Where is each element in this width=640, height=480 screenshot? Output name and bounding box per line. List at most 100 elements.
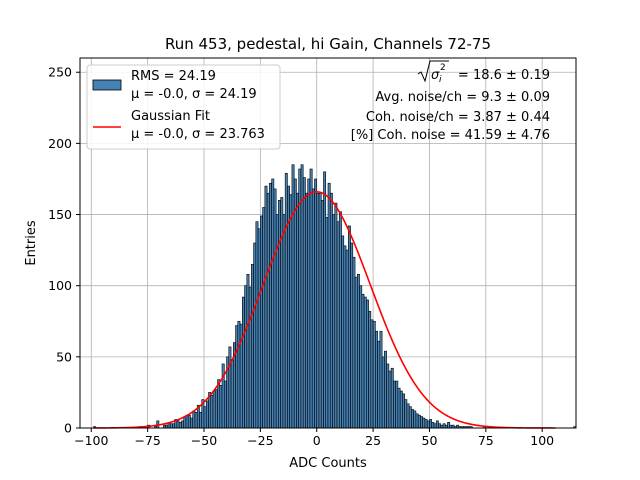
x-tick-label: −50 [191, 433, 217, 448]
sqrt-sigma-value: = 18.6 ± 0.19 [458, 68, 550, 83]
legend-box [86, 64, 281, 150]
sigma-superscript: 2 [440, 63, 446, 73]
histogram-bar [190, 417, 194, 429]
histogram-bar [424, 419, 428, 429]
histogram-bar [390, 367, 394, 429]
y-axis-label: Entries [24, 220, 39, 266]
x-tick-label: 0 [313, 433, 321, 448]
y-tick-label: 100 [48, 278, 72, 293]
chart-title: Run 453, pedestal, hi Gain, Channels 72-… [165, 35, 491, 53]
histogram-bar [388, 370, 392, 429]
histogram-bar [426, 420, 430, 429]
histogram-bar [379, 330, 383, 429]
x-tick-label: −25 [247, 433, 273, 448]
x-tick-label: 100 [530, 433, 554, 448]
histogram-bar [352, 256, 356, 429]
histogram-bar [187, 414, 191, 429]
x-tick-label: 50 [422, 433, 438, 448]
histogram-bar [205, 400, 209, 429]
x-tick-label: 25 [365, 433, 381, 448]
histogram-bar [257, 228, 261, 429]
y-tick-label: 150 [48, 207, 72, 222]
plot-frame [79, 57, 577, 429]
histogram-bar [262, 207, 266, 429]
histogram-bar [273, 188, 277, 429]
histogram-bar [169, 423, 173, 429]
histogram-bar [194, 412, 198, 429]
legend: RMS = 24.19 μ = -0.0, σ = 24.19 Gaussian… [86, 64, 281, 150]
histogram-bar [309, 168, 313, 429]
y-tick-label: 250 [48, 65, 72, 80]
histogram-bar [336, 221, 340, 429]
histogram-bar [314, 178, 318, 429]
histogram-bar [447, 422, 451, 429]
histogram-bar [237, 320, 241, 429]
legend-rms-label: RMS = 24.19 [131, 69, 216, 84]
histogram-bar [420, 416, 423, 429]
histogram-bar [251, 264, 254, 429]
histogram-bar [368, 311, 372, 429]
histogram-bar [203, 406, 207, 429]
histogram-bar [300, 164, 304, 429]
histogram-bar [230, 359, 234, 429]
histogram-bar [363, 296, 367, 429]
histogram-bar [302, 177, 306, 429]
histogram-bar [361, 293, 365, 429]
x-axis-ticks: −100 −75 −50 −25 0 25 50 75 100 [74, 428, 554, 448]
avg-noise-per-channel: Avg. noise/ch = 9.3 ± 0.09 [375, 90, 550, 105]
sqrt-sigma-annotation: σ i 2 = 18.6 ± 0.19 [417, 60, 550, 85]
histogram-bar [296, 192, 299, 429]
histogram-bar [185, 414, 189, 429]
histogram-bar [395, 380, 399, 429]
histogram-bar [172, 423, 175, 429]
y-tick-label: 200 [48, 136, 72, 151]
histogram-bar [422, 417, 426, 429]
histogram-bar [323, 171, 327, 429]
x-axis-label: ADC Counts [289, 456, 367, 471]
histogram-bar [253, 242, 257, 429]
histogram-bar [217, 379, 221, 429]
histogram-bar [350, 242, 354, 429]
histogram-bar [411, 409, 414, 429]
x-tick-label: −100 [74, 433, 108, 448]
sigma-symbol: σ [431, 68, 440, 83]
histogram-bar [431, 422, 435, 429]
noise-annotations: σ i 2 = 18.6 ± 0.19 Avg. noise/ch = 9.3 … [351, 60, 550, 143]
histogram-bar [298, 168, 302, 429]
histogram-bar [359, 285, 363, 429]
histogram-bar [413, 410, 417, 429]
histogram-bar [318, 192, 322, 429]
gaussian-fit-curve [93, 190, 556, 429]
histogram-bar [282, 214, 286, 429]
histogram-bar [212, 390, 216, 429]
histogram-bar [417, 414, 421, 429]
x-tick-label: 75 [478, 433, 494, 448]
histogram-bar [408, 406, 412, 429]
histogram-bar [402, 393, 405, 429]
sqrt-symbol [417, 60, 449, 83]
coherent-noise-percent: [%] Coh. noise = 41.59 ± 4.76 [351, 128, 550, 143]
histogram-bar [223, 380, 227, 429]
histogram-bar [320, 200, 324, 429]
histogram-bar [266, 192, 270, 429]
histogram-bar [183, 416, 187, 429]
legend-patch-swatch [92, 79, 122, 91]
histogram-bar [244, 285, 248, 429]
histogram-bar [214, 389, 218, 429]
histogram-bar [289, 194, 293, 429]
histogram-bar [291, 164, 295, 429]
histogram-bar [429, 419, 433, 429]
histogram-bar [366, 299, 369, 429]
histogram-bar [316, 192, 320, 429]
histogram-bar [345, 249, 349, 429]
histogram-bar [381, 356, 385, 429]
histogram-bar [399, 390, 403, 429]
histogram-bar [375, 330, 378, 429]
histogram-bar [338, 211, 342, 429]
histogram-bar [433, 423, 437, 429]
histogram-bar [264, 185, 268, 429]
histogram-bar [404, 399, 408, 429]
legend-fit-label: Gaussian Fit [131, 109, 210, 124]
histogram-bar [260, 215, 263, 429]
